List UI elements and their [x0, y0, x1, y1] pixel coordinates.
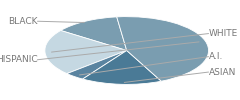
- Text: BLACK: BLACK: [8, 17, 37, 26]
- Text: HISPANIC: HISPANIC: [0, 55, 37, 64]
- Text: A.I.: A.I.: [209, 52, 223, 61]
- Wedge shape: [67, 50, 127, 79]
- Wedge shape: [117, 17, 209, 81]
- Text: WHITE: WHITE: [209, 29, 238, 38]
- Text: ASIAN: ASIAN: [209, 68, 236, 77]
- Wedge shape: [45, 30, 127, 74]
- Wedge shape: [61, 17, 127, 50]
- Wedge shape: [83, 50, 161, 84]
